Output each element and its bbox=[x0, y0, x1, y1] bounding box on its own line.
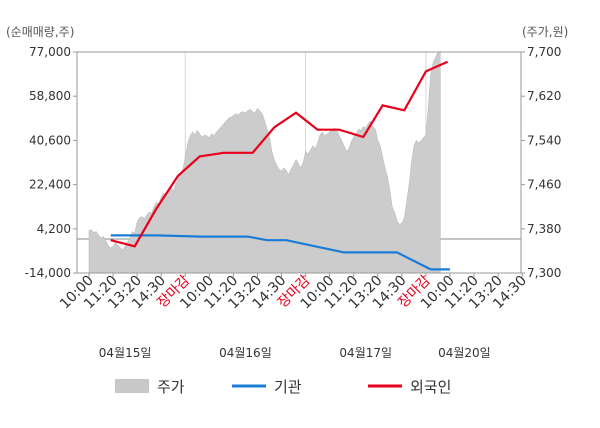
plot-frame bbox=[76, 51, 522, 274]
plot-border bbox=[76, 51, 522, 274]
foreign-line-series bbox=[110, 60, 449, 248]
left-tick-label: 58,800 bbox=[29, 89, 71, 103]
right-tick-label: 7,620 bbox=[527, 89, 561, 103]
left-axis-unit: (순매매량,주) bbox=[6, 25, 74, 39]
date-label: 04월15일 bbox=[99, 346, 152, 360]
left-tick-label: 4,200 bbox=[37, 222, 71, 236]
right-tick-label: 7,300 bbox=[527, 266, 561, 280]
right-tick-label: 7,540 bbox=[527, 133, 561, 147]
legend-swatch-area bbox=[115, 379, 149, 393]
legend-label: 외국인 bbox=[410, 378, 451, 396]
left-tick-label: -14,000 bbox=[25, 266, 71, 280]
left-axis: 77,000 58,800 40,600 22,400 4,200 -14,000 bbox=[25, 45, 77, 280]
right-tick-label: 7,460 bbox=[527, 178, 561, 192]
date-labels: 04월15일 04월16일 04월17일 04월20일 bbox=[99, 346, 491, 360]
right-axis-unit: (주가,원) bbox=[522, 25, 568, 39]
x-axis: 10:0011:2013:2014:30장마감10:0011:2013:2014… bbox=[57, 272, 530, 312]
date-label: 04월17일 bbox=[339, 346, 392, 360]
left-tick-label: 40,600 bbox=[29, 133, 71, 147]
institution-line-series bbox=[110, 234, 450, 271]
date-label: 04월16일 bbox=[219, 346, 272, 360]
legend-label: 기관 bbox=[274, 378, 302, 396]
institution-line bbox=[110, 234, 450, 271]
legend: 주가 기관 외국인 bbox=[115, 378, 451, 396]
price-area-series bbox=[88, 51, 441, 274]
price-area bbox=[88, 51, 441, 274]
right-tick-label: 7,380 bbox=[527, 222, 561, 236]
foreign-line bbox=[110, 60, 449, 248]
right-tick-label: 7,700 bbox=[527, 45, 561, 59]
left-tick-label: 77,000 bbox=[29, 45, 71, 59]
legend-label: 주가 bbox=[157, 378, 185, 396]
right-axis: 7,700 7,620 7,540 7,460 7,380 7,300 bbox=[521, 45, 561, 280]
date-label: 04월20일 bbox=[438, 346, 491, 360]
left-tick-label: 22,400 bbox=[29, 178, 71, 192]
